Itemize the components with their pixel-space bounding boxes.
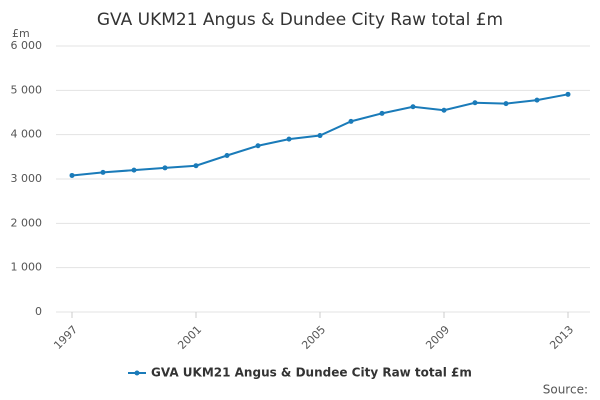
x-tick-label: 2005 [299, 323, 328, 352]
legend-label: GVA UKM21 Angus & Dundee City Raw total … [151, 366, 472, 380]
point [379, 110, 385, 116]
x-tick-label: 2009 [423, 323, 452, 352]
y-unit: £m [12, 27, 30, 40]
point [224, 153, 230, 159]
x-tick-label: 2001 [175, 323, 204, 352]
y-tick-label: 6 000 [11, 39, 43, 52]
y-tick-label: 4 000 [11, 128, 43, 141]
y-tick-label: 3 000 [11, 172, 43, 185]
point [286, 136, 292, 142]
y-tick-label: 2 000 [11, 216, 43, 229]
point [534, 97, 540, 103]
point [441, 107, 447, 113]
point [348, 118, 354, 124]
y-tick-label: 5 000 [11, 83, 43, 96]
point [410, 104, 416, 110]
x-tick-label: 2013 [547, 323, 576, 352]
point [193, 163, 199, 169]
point [69, 172, 75, 178]
point [162, 165, 168, 171]
point [317, 133, 323, 139]
x-tick-label: 1997 [51, 323, 80, 352]
point [503, 101, 509, 107]
legend-marker [134, 370, 140, 376]
point [565, 91, 571, 97]
point [255, 143, 261, 149]
y-tick-label: 1 000 [11, 261, 43, 274]
y-tick-label: 0 [35, 305, 42, 318]
point [131, 167, 137, 173]
chart-title: GVA UKM21 Angus & Dundee City Raw total … [97, 10, 503, 30]
point [100, 169, 106, 175]
point [472, 100, 478, 106]
source: Source: [543, 383, 588, 397]
